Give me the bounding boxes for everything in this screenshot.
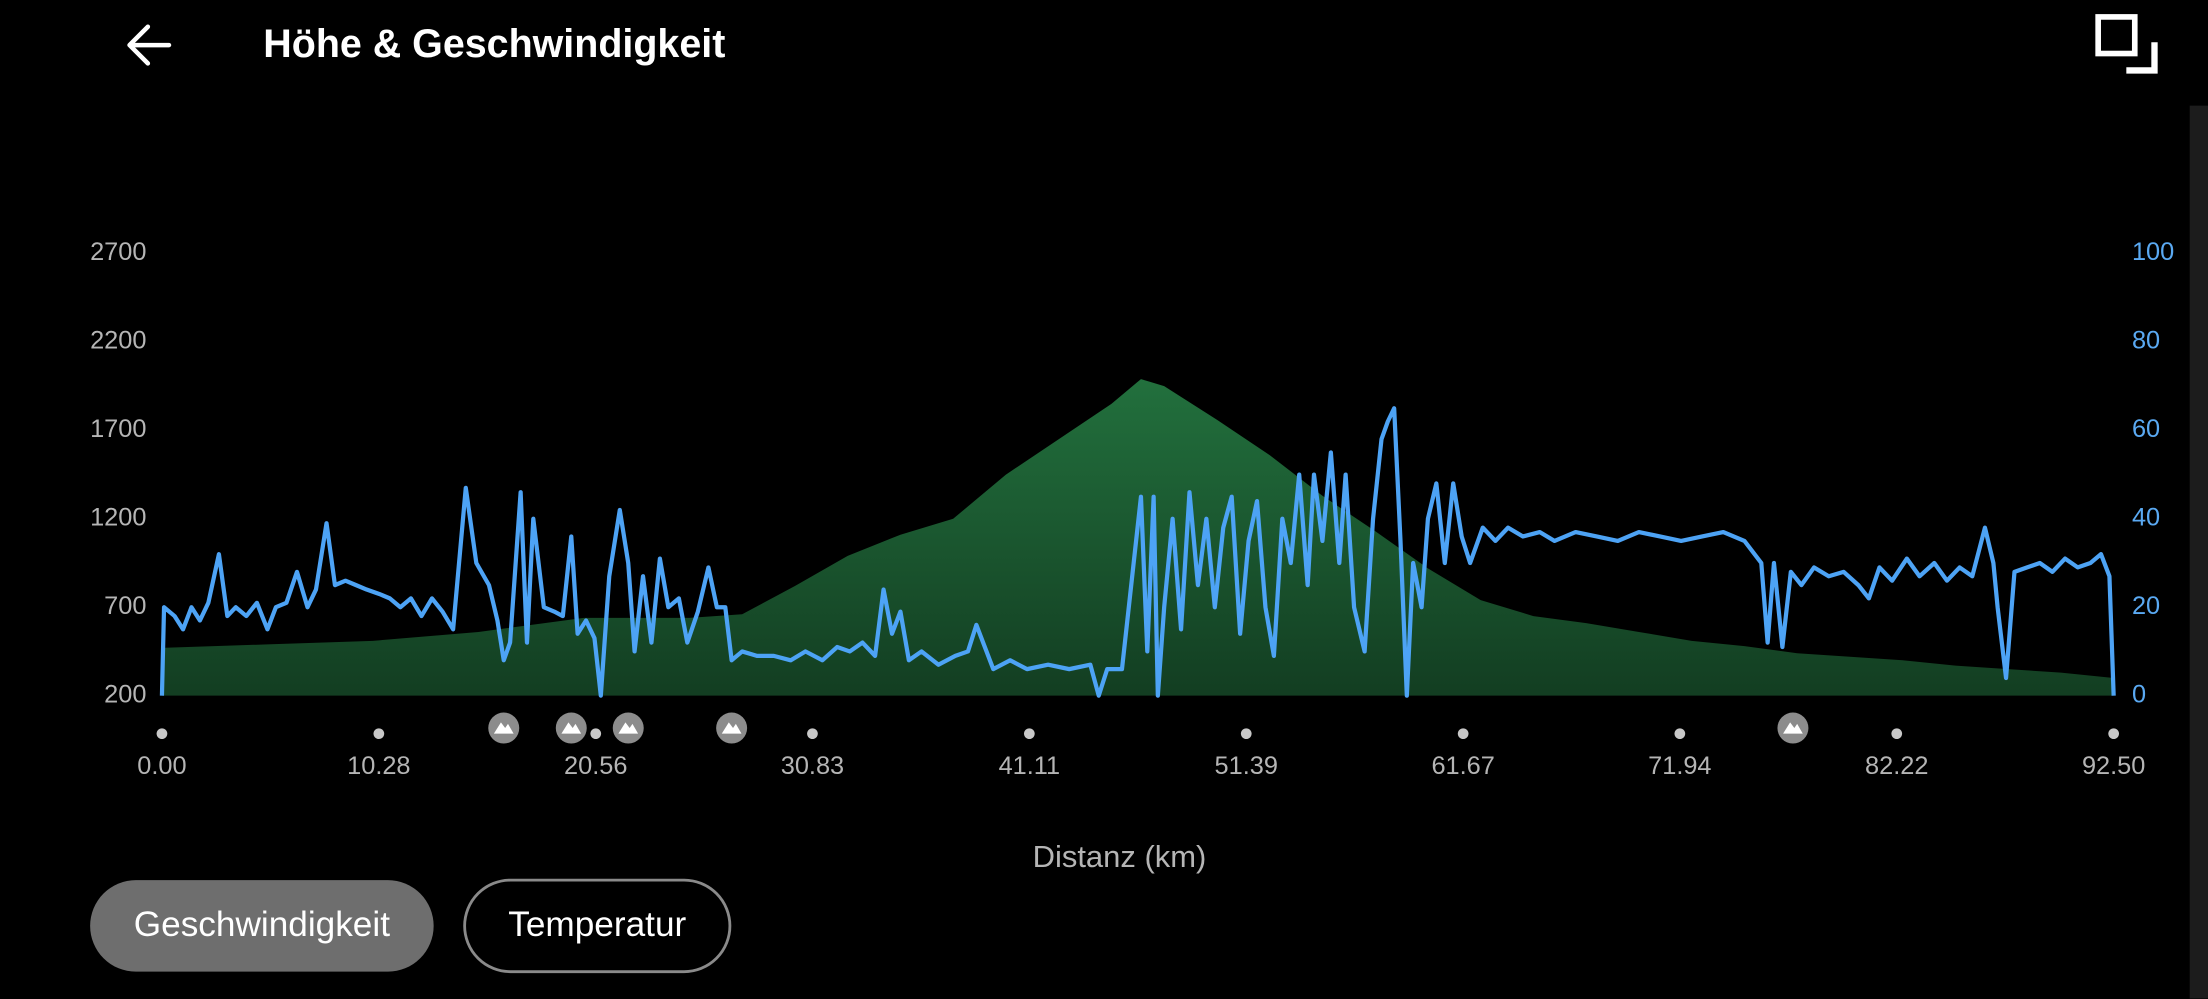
page-title: Höhe & Geschwindigkeit: [263, 22, 725, 66]
toggle-label: Geschwindigkeit: [134, 905, 390, 944]
summit-marker-icon: [721, 722, 742, 734]
x-tick-dot: [1023, 728, 1035, 740]
x-tick-label: 30.83: [781, 752, 844, 780]
x-tick-dot: [1457, 728, 1469, 740]
back-button[interactable]: [127, 24, 172, 66]
fullscreen-button[interactable]: [2095, 14, 2158, 74]
summit-marker-icon: [561, 722, 582, 734]
y2-tick-label: 0: [2132, 680, 2146, 708]
toggle-button[interactable]: Geschwindigkeit: [90, 880, 434, 972]
fullscreen-icon-corner: [2126, 42, 2158, 74]
x-tick-dot: [590, 728, 602, 740]
x-tick-label: 51.39: [1215, 752, 1278, 780]
summit-marker-icon: [493, 722, 514, 734]
x-tick-dot: [1240, 728, 1252, 740]
summit-marker: [488, 712, 520, 744]
y-tick-label: 2700: [90, 238, 146, 266]
summit-marker-icon: [1783, 722, 1803, 734]
x-tick-dot: [373, 728, 385, 740]
y2-tick-label: 80: [2132, 327, 2160, 355]
speed-line: [159, 406, 2116, 698]
fullscreen-icon: [2095, 14, 2138, 57]
y2-tick-label: 60: [2132, 415, 2160, 443]
y2-tick-label: 40: [2132, 503, 2160, 531]
x-tick-label: 20.56: [564, 752, 627, 780]
summit-marker: [555, 712, 587, 744]
y-tick-label: 700: [104, 592, 146, 620]
y-tick-label: 200: [104, 680, 146, 708]
toggle-button[interactable]: Temperatur: [463, 878, 732, 974]
x-tick-label: 10.28: [347, 752, 410, 780]
scrollbar: [2189, 105, 2208, 999]
x-tick-dot: [1674, 728, 1686, 740]
x-tick-label: 92.50: [2082, 752, 2145, 780]
x-tick-label: 0.00: [137, 752, 186, 780]
summit-marker: [716, 712, 748, 744]
x-tick-dot: [807, 728, 818, 740]
toggle-label: Temperatur: [508, 905, 686, 944]
x-tick-label: 41.11: [999, 752, 1061, 780]
toggle-bg: [463, 878, 732, 974]
x-axis-title: Distanz (km): [1033, 839, 1207, 874]
x-tick-label: 71.94: [1648, 752, 1711, 780]
summit-marker: [1777, 712, 1809, 744]
y-tick-label: 2200: [90, 327, 146, 355]
y-tick-label: 1700: [90, 415, 146, 443]
x-tick-dot: [1891, 728, 1903, 740]
y2-tick-label: 100: [2132, 238, 2174, 266]
summit-marker: [612, 712, 644, 744]
y2-tick-label: 20: [2132, 592, 2160, 620]
x-tick-dot: [2108, 728, 2120, 740]
x-tick-label: 61.67: [1431, 752, 1494, 780]
x-tick-dot: [156, 728, 168, 740]
toggle-bar: Geschwindigkeit Temperatur: [90, 878, 732, 974]
toggle-bg: [90, 880, 434, 972]
back-arrow: [127, 24, 172, 66]
y-tick-label: 1200: [90, 503, 146, 531]
plot-area: 200 700 1200 1700 2200 2700 0 20 40 60 80 100 0.00 10…: [90, 238, 2174, 780]
summit-marker-icon: [618, 722, 639, 734]
x-tick-label: 82.22: [1865, 752, 1928, 780]
